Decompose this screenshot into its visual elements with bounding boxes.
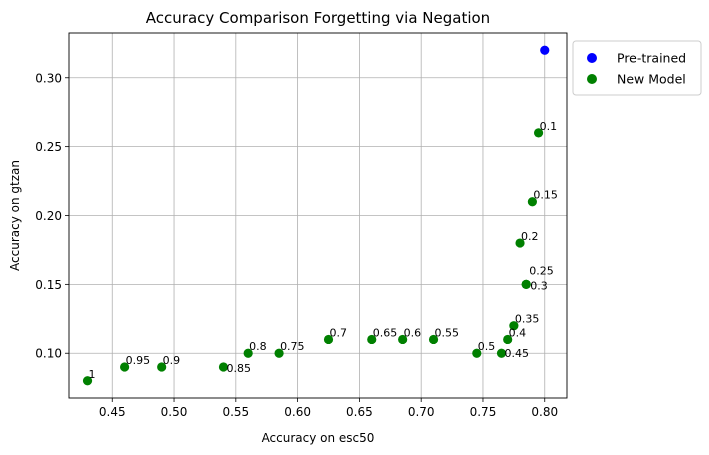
- point-label: 0.7: [330, 326, 348, 339]
- point-label: 0.65: [373, 326, 398, 339]
- new-model-point: [521, 279, 531, 289]
- new-model-point: [503, 334, 513, 345]
- new-model-point: [496, 348, 507, 358]
- y-tick-label: 0.25: [35, 140, 62, 154]
- new-model-point: [367, 334, 377, 345]
- x-tick-label: 0.75: [470, 405, 497, 419]
- new-model-point: [533, 128, 544, 138]
- new-model-point: [82, 376, 93, 386]
- new-model-point: [157, 362, 167, 372]
- point-label: 0.8: [249, 340, 267, 353]
- y-tick-label: 0.30: [35, 71, 62, 85]
- point-label: 0.5: [478, 340, 496, 353]
- point-label: 0.75: [280, 340, 305, 353]
- new-model-point: [509, 321, 519, 331]
- point-label: 0.45: [505, 347, 530, 360]
- point-label: 0.3: [530, 279, 548, 292]
- legend-label-new-model: New Model: [617, 72, 686, 87]
- x-tick-label: 0.45: [99, 405, 126, 419]
- new-model-point: [274, 348, 284, 358]
- plot-frame: [68, 32, 568, 399]
- y-tick-label: 0.10: [35, 347, 62, 361]
- point-label: 0.6: [404, 326, 422, 339]
- new-model-point: [323, 334, 334, 345]
- x-tick-label: 0.50: [161, 405, 188, 419]
- new-model-point: [243, 348, 253, 358]
- new-model-point: [472, 348, 482, 358]
- point-label: 0.2: [521, 230, 539, 243]
- legend-marker-pretrained: [587, 53, 597, 63]
- point-label: 1: [89, 368, 96, 381]
- legend: Pre-trained New Model: [572, 40, 702, 96]
- new-model-point: [218, 362, 229, 372]
- y-tick-label: 0.15: [35, 278, 62, 292]
- new-model-point: [428, 334, 439, 345]
- new-model-point: [527, 197, 537, 207]
- grid: [69, 33, 567, 398]
- point-label: 0.15: [533, 189, 558, 202]
- legend-marker-new-model: [587, 74, 597, 84]
- x-tick-label: 0.80: [531, 405, 558, 419]
- pretrained-point: [540, 45, 550, 55]
- x-tick-label: 0.70: [408, 405, 435, 419]
- new-model-point: [515, 238, 525, 248]
- point-label: 0.4: [509, 326, 527, 339]
- x-axis-label: Accuracy on esc50: [262, 431, 375, 445]
- x-tick-label: 0.55: [222, 405, 249, 419]
- x-tick-label: 0.65: [346, 405, 373, 419]
- point-labels: 0.1 0.15 0.2 0.25 0.3 0.350.4 0.45 0.5 0.55 0.6 0.…: [89, 120, 558, 381]
- x-tick-label: 0.60: [284, 405, 311, 419]
- y-axis-label: Accuracy on gtzan: [8, 160, 22, 271]
- new-model-point: [398, 334, 408, 345]
- point-label: 0.25: [529, 264, 554, 277]
- new-model-point: [120, 362, 130, 372]
- axis-ticks: 0.45 0.50 0.55 0.60 0.65 0.70 0.75 0.80 0.10 0.15…: [35, 71, 558, 419]
- point-label: 0.1: [540, 120, 558, 133]
- y-tick-label: 0.20: [35, 209, 62, 223]
- legend-box: [572, 40, 702, 96]
- point-label: 0.35: [515, 313, 540, 326]
- point-label: 0.85: [226, 362, 251, 375]
- point-label: 0.9: [163, 354, 181, 367]
- point-label: 0.55: [435, 326, 460, 339]
- data-points: [82, 45, 550, 386]
- point-label: 0.95: [126, 354, 151, 367]
- chart-title: Accuracy Comparison Forgetting via Negat…: [146, 9, 490, 27]
- legend-label-pretrained: Pre-trained: [617, 51, 686, 66]
